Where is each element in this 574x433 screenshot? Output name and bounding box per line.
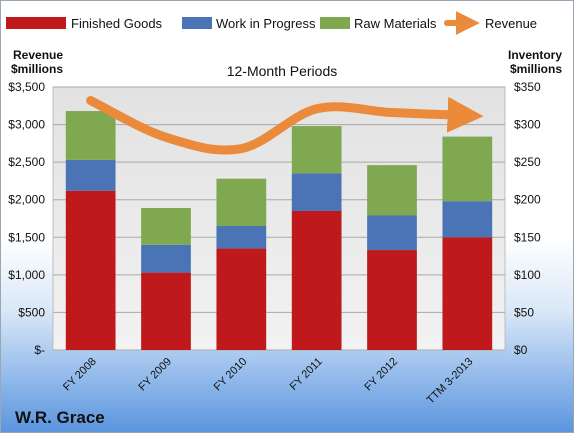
bar-work-in-progress — [291, 173, 342, 211]
right-tick-label: $350 — [514, 80, 541, 94]
right-tick-label: $300 — [514, 118, 541, 132]
right-tick-label: $250 — [514, 155, 541, 169]
bar-raw-materials — [442, 136, 493, 202]
revenue-line — [86, 96, 484, 155]
gridlines — [53, 86, 505, 351]
bar-finished-goods — [141, 272, 191, 350]
legend-item-revenue: Revenue — [444, 11, 537, 35]
bar-raw-materials — [367, 165, 417, 216]
bar-work-in-progress — [141, 244, 191, 273]
bar-finished-goods — [442, 237, 493, 350]
x-tick-label: TTM 3-2013 — [425, 356, 476, 407]
legend-label-finished-goods: Finished Goods — [71, 16, 163, 31]
right-axis-title-line2: $millions — [510, 62, 562, 76]
chart-subtitle: 12-Month Periods — [227, 63, 338, 79]
left-axis-title-line1: Revenue — [13, 48, 63, 62]
x-tick-label: FY 2012 — [362, 356, 400, 394]
right-tick-label: $200 — [514, 193, 541, 207]
legend-swatch-work-in-progress — [182, 17, 212, 29]
legend-label-revenue: Revenue — [485, 16, 537, 31]
company-name: W.R. Grace — [15, 408, 105, 427]
right-axis-title-line1: Inventory — [508, 48, 562, 62]
legend-label-work-in-progress: Work in Progress — [216, 16, 316, 31]
right-tick-label: $50 — [514, 305, 534, 319]
bar-raw-materials — [141, 207, 191, 245]
bars — [65, 111, 493, 350]
legend: Finished Goods Work in Progress Raw Mate… — [6, 11, 537, 35]
bar-finished-goods — [65, 190, 116, 350]
left-tick-label: $500 — [18, 305, 45, 319]
bar-finished-goods — [291, 210, 342, 350]
bar-raw-materials — [216, 178, 267, 227]
legend-item-work-in-progress: Work in Progress — [182, 16, 316, 31]
left-tick-label: $2,000 — [8, 193, 45, 207]
left-tick-label: $3,000 — [8, 118, 45, 132]
left-axis-title-line2: $millions — [11, 62, 63, 76]
revenue-line-group — [86, 96, 484, 155]
bar-work-in-progress — [216, 226, 267, 249]
legend-item-finished-goods: Finished Goods — [6, 16, 163, 31]
bar-work-in-progress — [65, 159, 116, 191]
right-tick-label: $0 — [514, 343, 528, 357]
x-tick-label: FY 2009 — [136, 356, 174, 394]
left-tick-label: $2,500 — [8, 155, 45, 169]
x-tick-label: FY 2010 — [212, 356, 250, 394]
x-tick-label: FY 2008 — [61, 356, 99, 394]
legend-label-raw-materials: Raw Materials — [354, 16, 437, 31]
left-tick-label: $1,500 — [8, 230, 45, 244]
right-tick-label: $150 — [514, 230, 541, 244]
bar-raw-materials — [291, 126, 342, 174]
legend-item-raw-materials: Raw Materials — [320, 16, 437, 31]
bar-finished-goods — [216, 248, 267, 350]
x-tick-label: FY 2011 — [288, 356, 325, 393]
bar-work-in-progress — [442, 201, 493, 238]
left-tick-label: $1,000 — [8, 268, 45, 282]
bar-work-in-progress — [367, 215, 417, 251]
bar-finished-goods — [367, 250, 417, 350]
right-tick-label: $100 — [514, 268, 541, 282]
legend-swatch-raw-materials — [320, 17, 350, 29]
left-tick-label: $3,500 — [8, 80, 45, 94]
bar-raw-materials — [65, 111, 116, 160]
legend-swatch-finished-goods — [6, 17, 66, 29]
left-tick-label: $- — [34, 343, 45, 357]
